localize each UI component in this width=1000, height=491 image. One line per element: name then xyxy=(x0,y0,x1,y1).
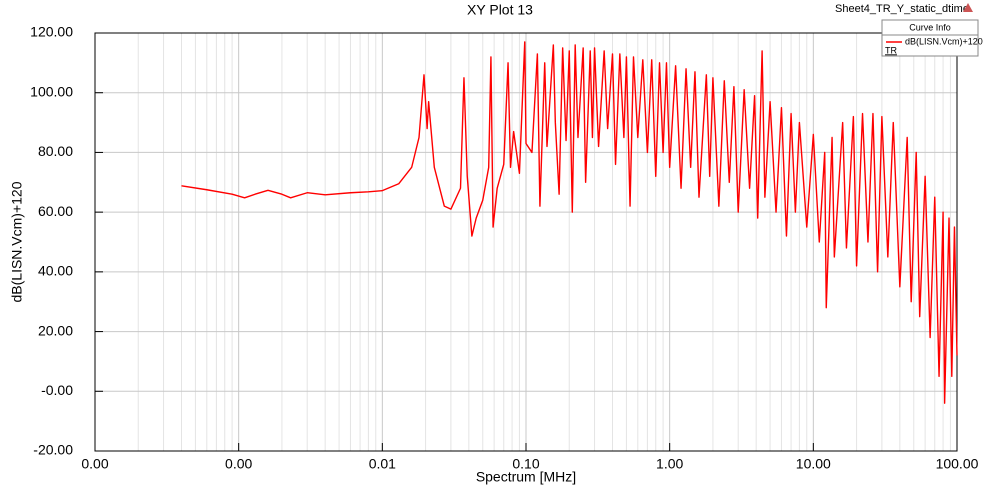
y-tick-label: -20.00 xyxy=(33,442,73,458)
y-tick-label: 40.00 xyxy=(38,263,73,279)
x-tick-label: 100.00 xyxy=(936,456,979,472)
x-tick-label: 0.00 xyxy=(225,456,252,472)
x-tick-label: 0.00 xyxy=(81,456,108,472)
x-tick-label: 0.10 xyxy=(512,456,539,472)
y-tick-label: 120.00 xyxy=(30,24,73,40)
x-tick-label: 0.01 xyxy=(369,456,396,472)
y-tick-label: 20.00 xyxy=(38,322,73,338)
y-tick-label: 100.00 xyxy=(30,83,73,99)
y-axis-label: dB(LISN.Vcm)+120 xyxy=(9,181,25,302)
legend-title: Curve Info xyxy=(909,22,951,32)
y-tick-label: -0.00 xyxy=(41,382,73,398)
corner-icon xyxy=(963,3,973,12)
x-axis-label: Spectrum [MHz] xyxy=(476,469,576,485)
y-tick-label: 80.00 xyxy=(38,143,73,159)
plot-frame xyxy=(94,32,958,452)
x-tick-label: 10.00 xyxy=(796,456,831,472)
legend-label: dB(LISN.Vcm)+120 xyxy=(905,36,983,46)
legend-note: TR xyxy=(885,45,897,55)
series-line xyxy=(181,41,958,404)
chart-title: XY Plot 13 xyxy=(467,2,533,18)
chart-subtitle: Sheet4_TR_Y_static_dtime xyxy=(835,3,969,15)
y-tick-label: 60.00 xyxy=(38,203,73,219)
x-tick-label: 1.00 xyxy=(656,456,683,472)
legend-box xyxy=(881,19,979,57)
